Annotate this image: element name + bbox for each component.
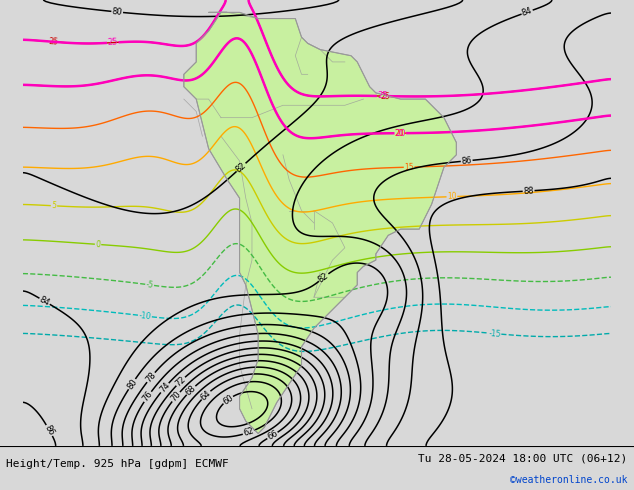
Text: 72: 72: [174, 374, 188, 388]
Text: 62: 62: [242, 427, 255, 439]
Text: 68: 68: [184, 383, 198, 397]
Text: -15: -15: [488, 329, 501, 339]
Text: 84: 84: [38, 295, 51, 308]
Text: ©weatheronline.co.uk: ©weatheronline.co.uk: [510, 475, 628, 485]
Text: 5: 5: [51, 201, 56, 210]
Text: 10: 10: [447, 192, 457, 201]
Text: 20: 20: [395, 129, 406, 138]
Text: 20: 20: [394, 129, 404, 138]
Text: 82: 82: [234, 161, 248, 174]
Text: 25: 25: [380, 92, 391, 101]
Text: 0: 0: [95, 240, 101, 249]
Text: 25: 25: [107, 38, 119, 48]
Polygon shape: [184, 12, 456, 434]
Text: 25: 25: [48, 37, 58, 47]
Text: 86: 86: [461, 156, 472, 166]
Text: 15: 15: [404, 163, 414, 172]
Text: 78: 78: [144, 370, 158, 384]
Text: -5: -5: [145, 280, 154, 290]
Text: 25: 25: [377, 92, 388, 100]
Text: 86: 86: [42, 423, 56, 438]
Text: 80: 80: [125, 377, 139, 391]
Text: 88: 88: [523, 186, 534, 196]
Text: 60: 60: [221, 393, 235, 406]
Text: 82: 82: [317, 271, 330, 284]
Text: 70: 70: [169, 390, 183, 404]
Text: 74: 74: [158, 381, 172, 395]
Text: 64: 64: [199, 388, 213, 402]
Text: 80: 80: [112, 7, 123, 17]
Text: 66: 66: [266, 429, 280, 442]
Text: 84: 84: [521, 6, 534, 18]
Text: Tu 28-05-2024 18:00 UTC (06+12): Tu 28-05-2024 18:00 UTC (06+12): [418, 453, 628, 463]
Text: Height/Temp. 925 hPa [gdpm] ECMWF: Height/Temp. 925 hPa [gdpm] ECMWF: [6, 459, 229, 468]
Text: -10: -10: [139, 311, 152, 321]
Text: 76: 76: [141, 390, 155, 404]
